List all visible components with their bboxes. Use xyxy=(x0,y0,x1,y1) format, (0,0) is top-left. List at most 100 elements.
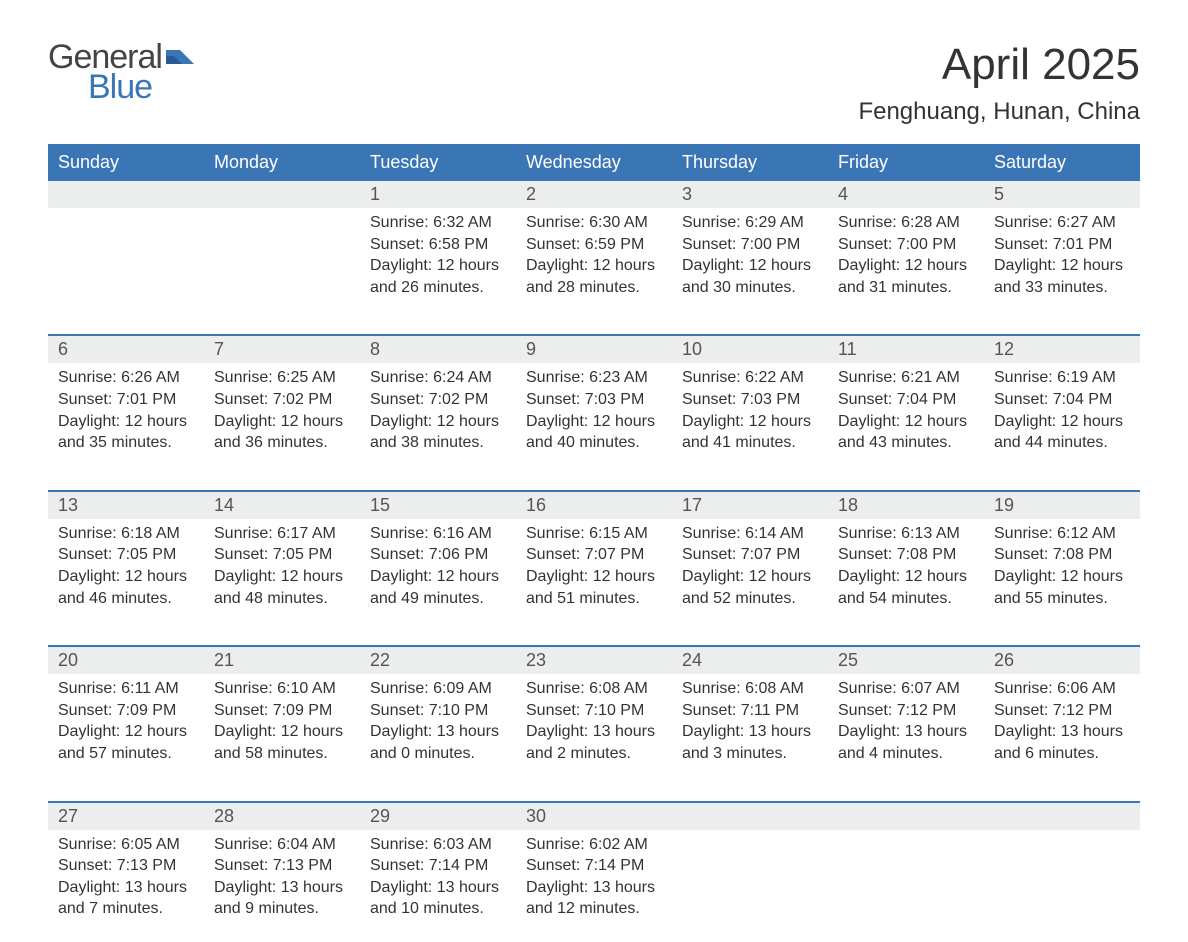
day-number: 1 xyxy=(360,181,516,208)
day-number xyxy=(984,803,1140,830)
daylight-text-line2: and 49 minutes. xyxy=(370,588,506,610)
sunrise-text: Sunrise: 6:18 AM xyxy=(58,523,194,545)
daylight-text-line2: and 4 minutes. xyxy=(838,743,974,765)
day-body-row: Sunrise: 6:18 AMSunset: 7:05 PMDaylight:… xyxy=(48,519,1140,631)
day-number: 2 xyxy=(516,181,672,208)
sunrise-text: Sunrise: 6:22 AM xyxy=(682,367,818,389)
sunrise-text: Sunrise: 6:05 AM xyxy=(58,834,194,856)
daylight-text-line2: and 26 minutes. xyxy=(370,277,506,299)
sunset-text: Sunset: 7:09 PM xyxy=(214,700,350,722)
daylight-text-line2: and 9 minutes. xyxy=(214,898,350,920)
daylight-text-line1: Daylight: 12 hours xyxy=(58,721,194,743)
daylight-text-line2: and 33 minutes. xyxy=(994,277,1130,299)
sunset-text: Sunset: 7:01 PM xyxy=(58,389,194,411)
daylight-text-line1: Daylight: 12 hours xyxy=(682,566,818,588)
sunset-text: Sunset: 7:12 PM xyxy=(994,700,1130,722)
day-number-row: 13141516171819 xyxy=(48,492,1140,519)
daylight-text-line2: and 54 minutes. xyxy=(838,588,974,610)
day-number xyxy=(48,181,204,208)
daylight-text-line1: Daylight: 12 hours xyxy=(838,411,974,433)
day-cell: Sunrise: 6:02 AMSunset: 7:14 PMDaylight:… xyxy=(516,830,672,942)
day-cell: Sunrise: 6:03 AMSunset: 7:14 PMDaylight:… xyxy=(360,830,516,942)
daylight-text-line2: and 57 minutes. xyxy=(58,743,194,765)
month-title: April 2025 xyxy=(858,40,1140,90)
sunset-text: Sunset: 7:01 PM xyxy=(994,234,1130,256)
day-number-row: 27282930 xyxy=(48,803,1140,830)
day-cell: Sunrise: 6:27 AMSunset: 7:01 PMDaylight:… xyxy=(984,208,1140,320)
day-cell: Sunrise: 6:07 AMSunset: 7:12 PMDaylight:… xyxy=(828,674,984,786)
day-cell: Sunrise: 6:13 AMSunset: 7:08 PMDaylight:… xyxy=(828,519,984,631)
sunrise-text: Sunrise: 6:08 AM xyxy=(682,678,818,700)
day-number xyxy=(828,803,984,830)
sunrise-text: Sunrise: 6:06 AM xyxy=(994,678,1130,700)
sunrise-text: Sunrise: 6:02 AM xyxy=(526,834,662,856)
day-number: 15 xyxy=(360,492,516,519)
daylight-text-line2: and 35 minutes. xyxy=(58,432,194,454)
week-row: 27282930Sunrise: 6:05 AMSunset: 7:13 PMD… xyxy=(48,801,1140,942)
daylight-text-line1: Daylight: 12 hours xyxy=(526,255,662,277)
daylight-text-line1: Daylight: 12 hours xyxy=(370,255,506,277)
sunset-text: Sunset: 7:10 PM xyxy=(526,700,662,722)
day-number: 28 xyxy=(204,803,360,830)
sunset-text: Sunset: 7:02 PM xyxy=(214,389,350,411)
daylight-text-line1: Daylight: 13 hours xyxy=(58,877,194,899)
day-number: 10 xyxy=(672,336,828,363)
sunset-text: Sunset: 7:06 PM xyxy=(370,544,506,566)
sunrise-text: Sunrise: 6:17 AM xyxy=(214,523,350,545)
day-cell xyxy=(984,830,1140,942)
day-cell: Sunrise: 6:08 AMSunset: 7:11 PMDaylight:… xyxy=(672,674,828,786)
brand-word2: Blue xyxy=(88,70,194,104)
day-number: 27 xyxy=(48,803,204,830)
day-cell: Sunrise: 6:14 AMSunset: 7:07 PMDaylight:… xyxy=(672,519,828,631)
day-number: 4 xyxy=(828,181,984,208)
week-row: 6789101112Sunrise: 6:26 AMSunset: 7:01 P… xyxy=(48,334,1140,475)
day-number: 21 xyxy=(204,647,360,674)
sunset-text: Sunset: 7:13 PM xyxy=(214,855,350,877)
sunrise-text: Sunrise: 6:26 AM xyxy=(58,367,194,389)
day-number: 18 xyxy=(828,492,984,519)
day-body-row: Sunrise: 6:32 AMSunset: 6:58 PMDaylight:… xyxy=(48,208,1140,320)
day-number: 23 xyxy=(516,647,672,674)
sunset-text: Sunset: 7:14 PM xyxy=(526,855,662,877)
daylight-text-line1: Daylight: 12 hours xyxy=(682,255,818,277)
sunrise-text: Sunrise: 6:25 AM xyxy=(214,367,350,389)
sunset-text: Sunset: 7:07 PM xyxy=(526,544,662,566)
daylight-text-line1: Daylight: 12 hours xyxy=(214,411,350,433)
daylight-text-line1: Daylight: 12 hours xyxy=(214,566,350,588)
sunrise-text: Sunrise: 6:15 AM xyxy=(526,523,662,545)
sunrise-text: Sunrise: 6:09 AM xyxy=(370,678,506,700)
day-number: 7 xyxy=(204,336,360,363)
day-number: 6 xyxy=(48,336,204,363)
sunset-text: Sunset: 7:04 PM xyxy=(994,389,1130,411)
day-number-row: 20212223242526 xyxy=(48,647,1140,674)
day-body-row: Sunrise: 6:11 AMSunset: 7:09 PMDaylight:… xyxy=(48,674,1140,786)
weekday-header: Sunday xyxy=(48,144,204,181)
day-cell: Sunrise: 6:29 AMSunset: 7:00 PMDaylight:… xyxy=(672,208,828,320)
day-cell: Sunrise: 6:22 AMSunset: 7:03 PMDaylight:… xyxy=(672,363,828,475)
sunrise-text: Sunrise: 6:12 AM xyxy=(994,523,1130,545)
daylight-text-line2: and 7 minutes. xyxy=(58,898,194,920)
day-cell: Sunrise: 6:19 AMSunset: 7:04 PMDaylight:… xyxy=(984,363,1140,475)
weekday-header: Tuesday xyxy=(360,144,516,181)
daylight-text-line1: Daylight: 12 hours xyxy=(58,566,194,588)
sunset-text: Sunset: 7:08 PM xyxy=(838,544,974,566)
day-number: 17 xyxy=(672,492,828,519)
day-number: 24 xyxy=(672,647,828,674)
daylight-text-line1: Daylight: 13 hours xyxy=(838,721,974,743)
daylight-text-line1: Daylight: 13 hours xyxy=(214,877,350,899)
day-cell: Sunrise: 6:06 AMSunset: 7:12 PMDaylight:… xyxy=(984,674,1140,786)
sunset-text: Sunset: 6:59 PM xyxy=(526,234,662,256)
sunset-text: Sunset: 7:00 PM xyxy=(682,234,818,256)
week-row: 13141516171819Sunrise: 6:18 AMSunset: 7:… xyxy=(48,490,1140,631)
sunrise-text: Sunrise: 6:08 AM xyxy=(526,678,662,700)
sunset-text: Sunset: 7:05 PM xyxy=(58,544,194,566)
brand-logo: General Blue xyxy=(48,40,194,104)
daylight-text-line1: Daylight: 12 hours xyxy=(838,566,974,588)
daylight-text-line2: and 12 minutes. xyxy=(526,898,662,920)
daylight-text-line2: and 43 minutes. xyxy=(838,432,974,454)
day-number: 5 xyxy=(984,181,1140,208)
daylight-text-line1: Daylight: 12 hours xyxy=(994,255,1130,277)
day-body-row: Sunrise: 6:26 AMSunset: 7:01 PM Daylight:… xyxy=(48,363,1140,475)
day-cell: Sunrise: 6:08 AMSunset: 7:10 PMDaylight:… xyxy=(516,674,672,786)
day-cell: Sunrise: 6:05 AMSunset: 7:13 PMDaylight:… xyxy=(48,830,204,942)
